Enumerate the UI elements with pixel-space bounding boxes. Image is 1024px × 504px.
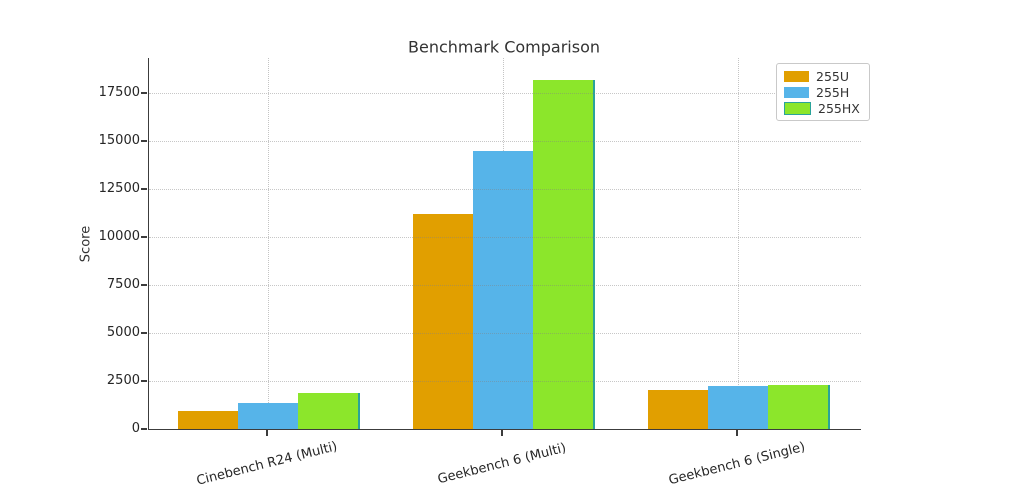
- y-tick-label: 5000: [106, 324, 140, 340]
- y-tick-mark: [141, 380, 147, 382]
- legend-swatch-255HX: [784, 101, 811, 115]
- y-tick-mark: [141, 428, 147, 430]
- bar-255U-1: [413, 213, 473, 429]
- h-gridline: [149, 140, 861, 142]
- y-tick-mark: [141, 188, 147, 190]
- x-tick-mark: [266, 430, 268, 436]
- legend: 255U 255H 255HX: [776, 63, 870, 121]
- h-gridline: [149, 332, 861, 334]
- bar-255H-1: [473, 150, 533, 429]
- y-tick-label: 17500: [98, 84, 140, 100]
- y-tick-label: 15000: [98, 132, 140, 148]
- chart-title: Benchmark Comparison: [407, 37, 601, 57]
- v-gridline: [738, 58, 739, 429]
- x-tick-mark: [736, 430, 738, 436]
- y-tick-label: 12500: [98, 180, 140, 196]
- legend-item: 255HX: [784, 100, 860, 116]
- bar-255HX-2: [768, 384, 830, 429]
- legend-label: 255H: [816, 84, 850, 100]
- bar-255HX-1: [533, 79, 595, 429]
- y-tick-mark: [141, 92, 147, 94]
- bar-255HX-0: [298, 392, 360, 429]
- bar-255H-2: [708, 385, 768, 429]
- bar-255U-0: [178, 410, 238, 429]
- h-gridline: [149, 284, 861, 286]
- x-tick-mark: [501, 430, 503, 436]
- h-gridline: [149, 380, 861, 382]
- y-tick-label: 7500: [106, 276, 140, 292]
- y-tick-label: 2500: [106, 372, 140, 388]
- legend-item: 255H: [784, 84, 860, 100]
- h-gridline: [149, 236, 861, 238]
- v-gridline: [268, 58, 269, 429]
- y-tick-mark: [141, 140, 147, 142]
- plot-area: [148, 58, 861, 430]
- legend-swatch-255U: [784, 70, 809, 82]
- h-gridline: [149, 188, 861, 190]
- bar-255U-2: [648, 389, 708, 429]
- bar-255H-0: [238, 403, 298, 429]
- x-category-label: Geekbench 6 (Single): [667, 439, 807, 489]
- legend-item: 255U: [784, 68, 860, 84]
- x-category-label: Cinebench R24 (Multi): [195, 439, 339, 489]
- legend-label: 255HX: [818, 100, 860, 116]
- y-tick-mark: [141, 236, 147, 238]
- y-tick-label: 0: [131, 421, 140, 436]
- legend-label: 255U: [816, 68, 850, 84]
- y-tick-label: 10000: [98, 228, 140, 244]
- y-tick-mark: [141, 332, 147, 334]
- y-tick-mark: [141, 284, 147, 286]
- h-gridline: [149, 92, 861, 94]
- legend-swatch-255H: [784, 86, 809, 98]
- x-category-label: Geekbench 6 (Multi): [436, 440, 568, 488]
